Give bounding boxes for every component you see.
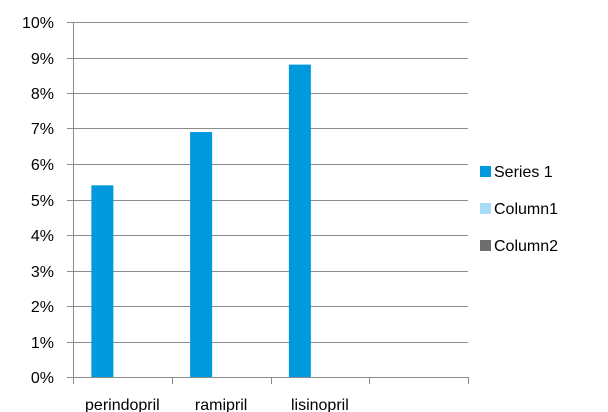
y-tick-label: 7%: [31, 121, 54, 138]
x-tick-label: lisinopril: [291, 397, 349, 412]
bars: [91, 64, 311, 377]
y-tick-label: 5%: [31, 193, 54, 210]
legend-label: Series 1: [494, 164, 553, 181]
y-tick-label: 1%: [31, 335, 54, 352]
bar: [91, 185, 114, 377]
y-tick-label: 3%: [31, 264, 54, 281]
legend-label: Column1: [494, 201, 558, 218]
y-tick-label: 9%: [31, 51, 54, 68]
y-tick-label: 2%: [31, 299, 54, 316]
legend-swatch: [480, 166, 491, 177]
x-tick-label: ramipril: [195, 397, 247, 412]
y-tick-label: 0%: [31, 370, 54, 387]
x-tick-label: perindopril: [85, 397, 160, 412]
legend-swatch: [480, 240, 491, 251]
y-tick-label: 6%: [31, 157, 54, 174]
y-tick-label: 8%: [31, 86, 54, 103]
legend-swatch: [480, 203, 491, 214]
legend-label: Column2: [494, 238, 558, 255]
grid-lines: [73, 22, 468, 378]
legend: Series 1 Column1 Column2: [480, 164, 558, 255]
x-tick-labels: perindopril ramipril lisinopril: [85, 397, 349, 412]
y-tick-labels: 0% 1% 2% 3% 4% 5% 6% 7% 8% 9% 10%: [22, 15, 54, 387]
y-tick-label: 4%: [31, 228, 54, 245]
axes: [67, 22, 469, 384]
y-tick-label: 10%: [22, 15, 54, 32]
bar: [288, 64, 311, 377]
bar: [190, 132, 213, 377]
